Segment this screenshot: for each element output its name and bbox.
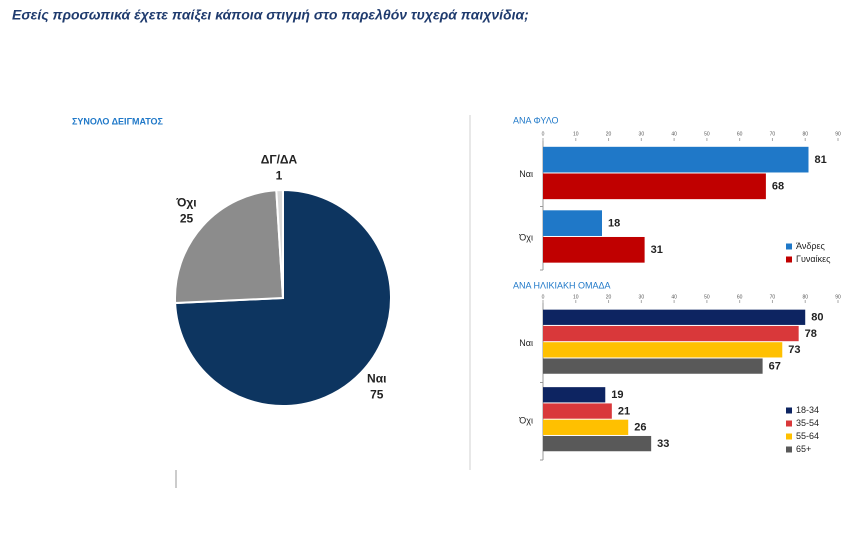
x-tick-label: 50 [704,131,710,137]
page-title: Εσείς προσωπικά έχετε παίξει κάποια στιγ… [12,7,529,23]
legend-label: 18-34 [796,405,819,415]
pie-slice [275,188,284,299]
value-label: 31 [651,244,663,256]
x-tick-label: 0 [542,131,545,137]
category-label: Όχι [518,233,533,243]
slice-label: Ναι [367,372,386,386]
legend-swatch [786,256,792,263]
legend-label: Άνδρες [796,241,825,251]
slice-label: ΔΓ/ΔΑ [261,153,298,167]
slice-value: 25 [180,212,194,226]
legend-swatch [786,407,792,414]
bar [543,173,766,200]
bar [543,146,809,173]
x-tick-label: 90 [835,131,841,137]
bar [543,435,652,452]
pie-slice [174,189,285,305]
x-tick-label: 10 [573,294,579,300]
value-label: 18 [608,218,620,230]
value-label: 26 [634,422,646,434]
value-label: 80 [811,312,823,324]
legend-swatch [786,446,792,453]
x-tick-label: 0 [542,294,545,300]
bar [543,309,806,325]
x-tick-label: 50 [704,294,710,300]
bar [543,358,763,374]
x-tick-label: 60 [737,294,743,300]
value-label: 33 [657,438,669,450]
value-label: 21 [618,405,630,417]
chart-title: ΑΝΑ ΦΥΛΟ [513,115,559,125]
value-label: 81 [815,154,827,166]
category-label: Όχι [518,416,533,426]
chart-title: ΑΝΑ ΗΛΙΚΙΑΚΗ ΟΜΑΔΑ [513,280,611,290]
legend-swatch [786,420,792,427]
value-label: 68 [772,181,784,193]
x-tick-label: 30 [639,131,645,137]
value-label: 19 [611,389,623,401]
slice-value: 1 [276,169,283,183]
x-tick-label: 40 [671,294,677,300]
category-label: Ναι [519,338,533,348]
bar [543,403,612,419]
x-tick-label: 90 [835,294,841,300]
x-tick-label: 20 [606,131,612,137]
x-tick-label: 60 [737,131,743,137]
bar [543,210,602,236]
legend-label: 55-64 [796,431,819,441]
category-label: Ναι [519,169,533,179]
bar [543,419,629,435]
legend-label: Γυναίκες [796,254,831,264]
bar [543,236,645,263]
x-tick-label: 20 [606,294,612,300]
x-tick-label: 10 [573,131,579,137]
value-label: 78 [805,328,817,340]
bar [543,325,799,342]
legend-swatch [786,433,792,440]
x-tick-label: 70 [770,131,776,137]
bar [543,342,783,358]
slice-label: Όχι [175,196,196,210]
value-label: 67 [769,361,781,373]
x-tick-label: 30 [639,294,645,300]
x-tick-label: 80 [802,131,808,137]
chart-title: ΣΥΝΟΛΟ ΔΕΙΓΜΑΤΟΣ [72,116,164,126]
legend-swatch [786,243,792,250]
x-tick-label: 70 [770,294,776,300]
bar [543,387,606,403]
x-tick-label: 40 [671,131,677,137]
legend-label: 35-54 [796,418,819,428]
legend-label: 65+ [796,444,811,454]
x-tick-label: 80 [802,294,808,300]
value-label: 73 [788,344,800,356]
slice-value: 75 [370,388,384,402]
